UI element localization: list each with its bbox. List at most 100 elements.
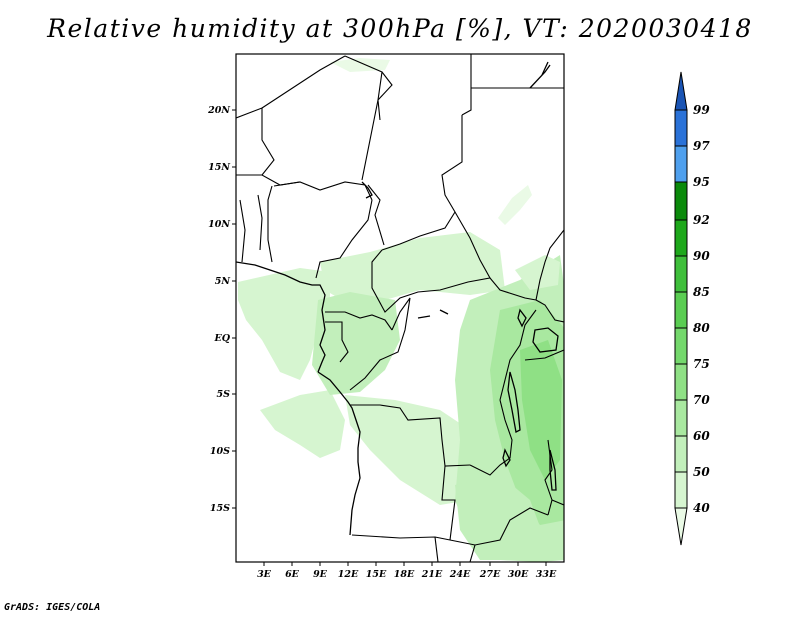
- border-botswana: [469, 544, 476, 562]
- rh-shade-atlantic-south: [260, 390, 345, 458]
- border-cameroon-congo: [325, 311, 393, 331]
- colorbar-label: 50: [693, 465, 710, 479]
- border-chad-cameroon: [367, 184, 385, 246]
- coast-lake-chad: [361, 181, 373, 199]
- colorbar-bin: [674, 435, 688, 473]
- colorbar-bin: [674, 255, 688, 293]
- lake-malawi: [549, 449, 557, 491]
- lon-label: 12E: [338, 569, 359, 580]
- lon-label: 18E: [394, 569, 415, 580]
- colorbar-bin: [674, 109, 688, 147]
- colorbar-labels: 40 50 60 70 75 80 85 90 92 95 97 99: [693, 103, 710, 515]
- colorbar-label: 80: [693, 321, 710, 335]
- grads-credit: GrADS: IGES/COLA: [4, 602, 101, 613]
- rh-shade-central-north: [320, 232, 505, 305]
- border-drc-zambia: [469, 399, 513, 476]
- border-mali-niger: [261, 55, 346, 109]
- map-frame: [235, 53, 565, 563]
- lat-label: 5N: [215, 276, 231, 287]
- lake-victoria: [532, 327, 559, 353]
- border-south-sudan: [454, 211, 491, 279]
- humidity-shading: [238, 58, 564, 562]
- rh-shade-sahara-top: [330, 58, 390, 72]
- lat-label: 5S: [217, 389, 231, 400]
- lake-albert: [517, 308, 527, 328]
- lat-label: 10S: [210, 446, 230, 457]
- latitude-axis: 20N 15N 10N 5N EQ 5S 10S 15S: [207, 105, 236, 514]
- coast-red-sea: [529, 61, 551, 89]
- border-nigeria-benin: [267, 185, 273, 263]
- border-namibia-botswana: [434, 536, 439, 562]
- lat-label: 10N: [208, 219, 230, 230]
- border-ghana: [239, 199, 246, 263]
- border-chad-sudan: [381, 115, 463, 251]
- rh-shade-gulf-west: [238, 268, 330, 380]
- border-sudan-ethiopia: [535, 229, 564, 301]
- chart-title: Relative humidity at 300hPa [%], VT: 202…: [47, 14, 753, 43]
- lon-label: 24E: [449, 569, 471, 580]
- colorbar-label: 85: [693, 285, 710, 299]
- colorbar-label: 70: [693, 393, 710, 407]
- colorbar-bin: [674, 363, 688, 401]
- colorbar-label: 90: [693, 249, 710, 263]
- border-drc-angola: [350, 404, 471, 467]
- colorbar-label: 40: [693, 501, 710, 515]
- colorbar: [674, 71, 688, 546]
- border-libya-egypt: [461, 54, 472, 116]
- border-mali-west: [236, 107, 275, 176]
- colorbar-bin: [674, 181, 688, 221]
- colorbar-bin: [674, 219, 688, 257]
- lon-label: 6E: [285, 569, 300, 580]
- rh-shade-south-lobe: [455, 475, 545, 560]
- border-angola-namibia: [351, 534, 451, 541]
- lon-label: 9E: [313, 569, 328, 580]
- border-gabon: [325, 321, 349, 363]
- border-algeria-libya: [344, 55, 383, 121]
- border-niger-nigeria: [273, 181, 373, 201]
- congo-river-north: [417, 309, 449, 319]
- longitude-axis: 3E 6E 9E 12E 15E 18E 21E 24E 27E 30E 33E: [257, 562, 557, 580]
- border-car-north: [371, 249, 537, 313]
- lon-label: 3E: [257, 569, 272, 580]
- colorbar-bin: [674, 471, 688, 509]
- border-uganda-kenya: [535, 299, 564, 323]
- lake-tanganyika: [507, 371, 521, 433]
- colorbar-bin: [674, 507, 688, 546]
- colorbar-label: 95: [693, 175, 710, 189]
- colorbar-label: 75: [693, 357, 710, 371]
- border-mozambique: [551, 499, 564, 506]
- lat-label: 15N: [208, 162, 230, 173]
- colorbar-bin: [674, 145, 688, 183]
- lon-label: 15E: [366, 569, 387, 580]
- border-malawi: [544, 439, 553, 516]
- lon-label: 21E: [421, 569, 443, 580]
- border-drc-east: [499, 309, 537, 401]
- rh-shade-south-central: [345, 395, 490, 505]
- coast-west-africa: [236, 261, 326, 373]
- rh-shade-east-peak: [520, 340, 562, 480]
- coastline: [236, 61, 559, 536]
- border-togo-benin: [257, 194, 263, 251]
- colorbar-bin: [674, 399, 688, 437]
- border-angola-zambia: [441, 465, 456, 541]
- colorbar-label: 97: [693, 139, 710, 153]
- border-niger-chad: [361, 71, 393, 181]
- colorbar-label: 92: [693, 213, 710, 227]
- coast-gabon-angola: [317, 371, 361, 536]
- colorbar-bin: [674, 71, 688, 111]
- lon-label: 27E: [479, 569, 501, 580]
- colorbar-bin: [674, 327, 688, 365]
- border-nigeria-cameroon: [315, 199, 373, 279]
- colorbar-bin: [674, 291, 688, 329]
- border-congo-drc: [349, 297, 411, 391]
- lat-label: EQ: [213, 333, 230, 344]
- colorbar-label: 60: [693, 429, 710, 443]
- border-tanzania: [524, 349, 564, 361]
- rh-shade-northeast: [515, 255, 560, 290]
- lon-label: 33E: [536, 569, 557, 580]
- country-borders: [236, 54, 564, 562]
- lake-mweru: [502, 448, 511, 468]
- lon-label: 30E: [508, 569, 529, 580]
- colorbar-label: 99: [693, 103, 710, 117]
